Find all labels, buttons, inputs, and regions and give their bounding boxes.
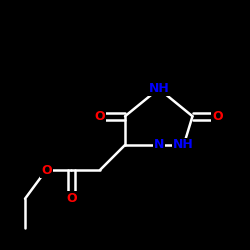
Text: N: N (154, 138, 164, 151)
Text: O: O (66, 192, 76, 205)
Text: O: O (212, 110, 223, 123)
Text: NH: NH (174, 138, 194, 151)
Text: NH: NH (148, 82, 169, 95)
Text: O: O (41, 164, 51, 176)
Text: O: O (95, 110, 105, 123)
